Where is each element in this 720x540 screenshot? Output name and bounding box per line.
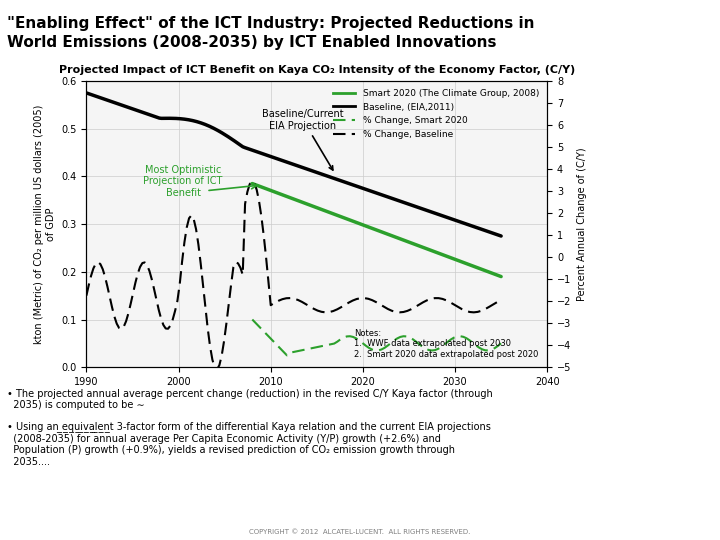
Text: • Using an ̲e̲q̲u̲i̲v̲a̲l̲e̲n̲t 3-factor form of the differential Kaya relation : • Using an ̲e̲q̲u̲i̲v̲a̲l̲e̲n̲t 3-factor…: [7, 421, 491, 467]
Text: COPYRIGHT © 2012  ALCATEL-LUCENT.  ALL RIGHTS RESERVED.: COPYRIGHT © 2012 ALCATEL-LUCENT. ALL RIG…: [249, 529, 471, 535]
Y-axis label: kton (Metric) of CO₂ per million US dollars (2005)
of GDP: kton (Metric) of CO₂ per million US doll…: [34, 104, 55, 344]
Y-axis label: Percent Annual Change of (C/Y): Percent Annual Change of (C/Y): [577, 147, 587, 301]
Text: Baseline/Current
EIA Projection: Baseline/Current EIA Projection: [262, 109, 343, 170]
Text: Projected Impact of ICT Benefit on Kaya CO₂ Intensity of the Economy Factor, (C/: Projected Impact of ICT Benefit on Kaya …: [58, 65, 575, 75]
Text: • The projected annual average percent change (reduction) in the revised C/Y Kay: • The projected annual average percent c…: [7, 389, 493, 410]
Legend: Smart 2020 (The Climate Group, 2008), Baseline, (EIA,2011), % Change, Smart 2020: Smart 2020 (The Climate Group, 2008), Ba…: [329, 85, 543, 142]
Text: Notes:
1.  WWF data extrapolated post 2030
2.  Smart 2020 data extrapolated post: Notes: 1. WWF data extrapolated post 203…: [354, 329, 538, 359]
Text: Most Optimistic
Projection of ICT
Benefit: Most Optimistic Projection of ICT Benefi…: [143, 165, 223, 198]
Text: "Enabling Effect" of the ICT Industry: Projected Reductions in
World Emissions (: "Enabling Effect" of the ICT Industry: P…: [7, 16, 535, 50]
